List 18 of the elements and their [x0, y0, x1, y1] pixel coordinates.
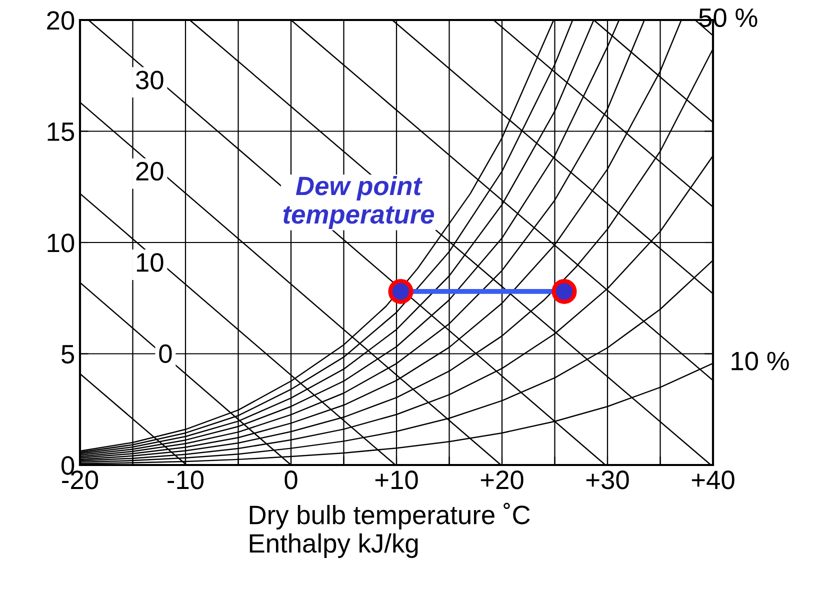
- annotation: 0: [159, 344, 172, 364]
- y-tick-label: 10: [48, 234, 74, 252]
- x-tick-label: -10: [168, 470, 204, 490]
- x-tick-label: +20: [480, 470, 524, 490]
- annotation: 30: [136, 70, 164, 90]
- series-label: 50 %: [699, 8, 758, 28]
- x-tick-label: +10: [375, 470, 418, 490]
- y-tick-label: 20: [47, 11, 74, 30]
- annotation: 10: [136, 253, 164, 272]
- x-tick-label: +30: [586, 470, 629, 490]
- x-tick-label: +40: [692, 470, 734, 490]
- x-axis-title: Dry bulb temperature ˚C Enthalpy kJ/kg: [250, 502, 530, 558]
- annotation: Dew point temperature: [283, 176, 434, 229]
- annotation: 20: [136, 162, 164, 181]
- legend-label: 10 %: [732, 352, 789, 370]
- y-tick-label: 15: [48, 122, 74, 142]
- x-tick-label: 0: [284, 470, 298, 490]
- y-tick-label: 5: [62, 345, 74, 364]
